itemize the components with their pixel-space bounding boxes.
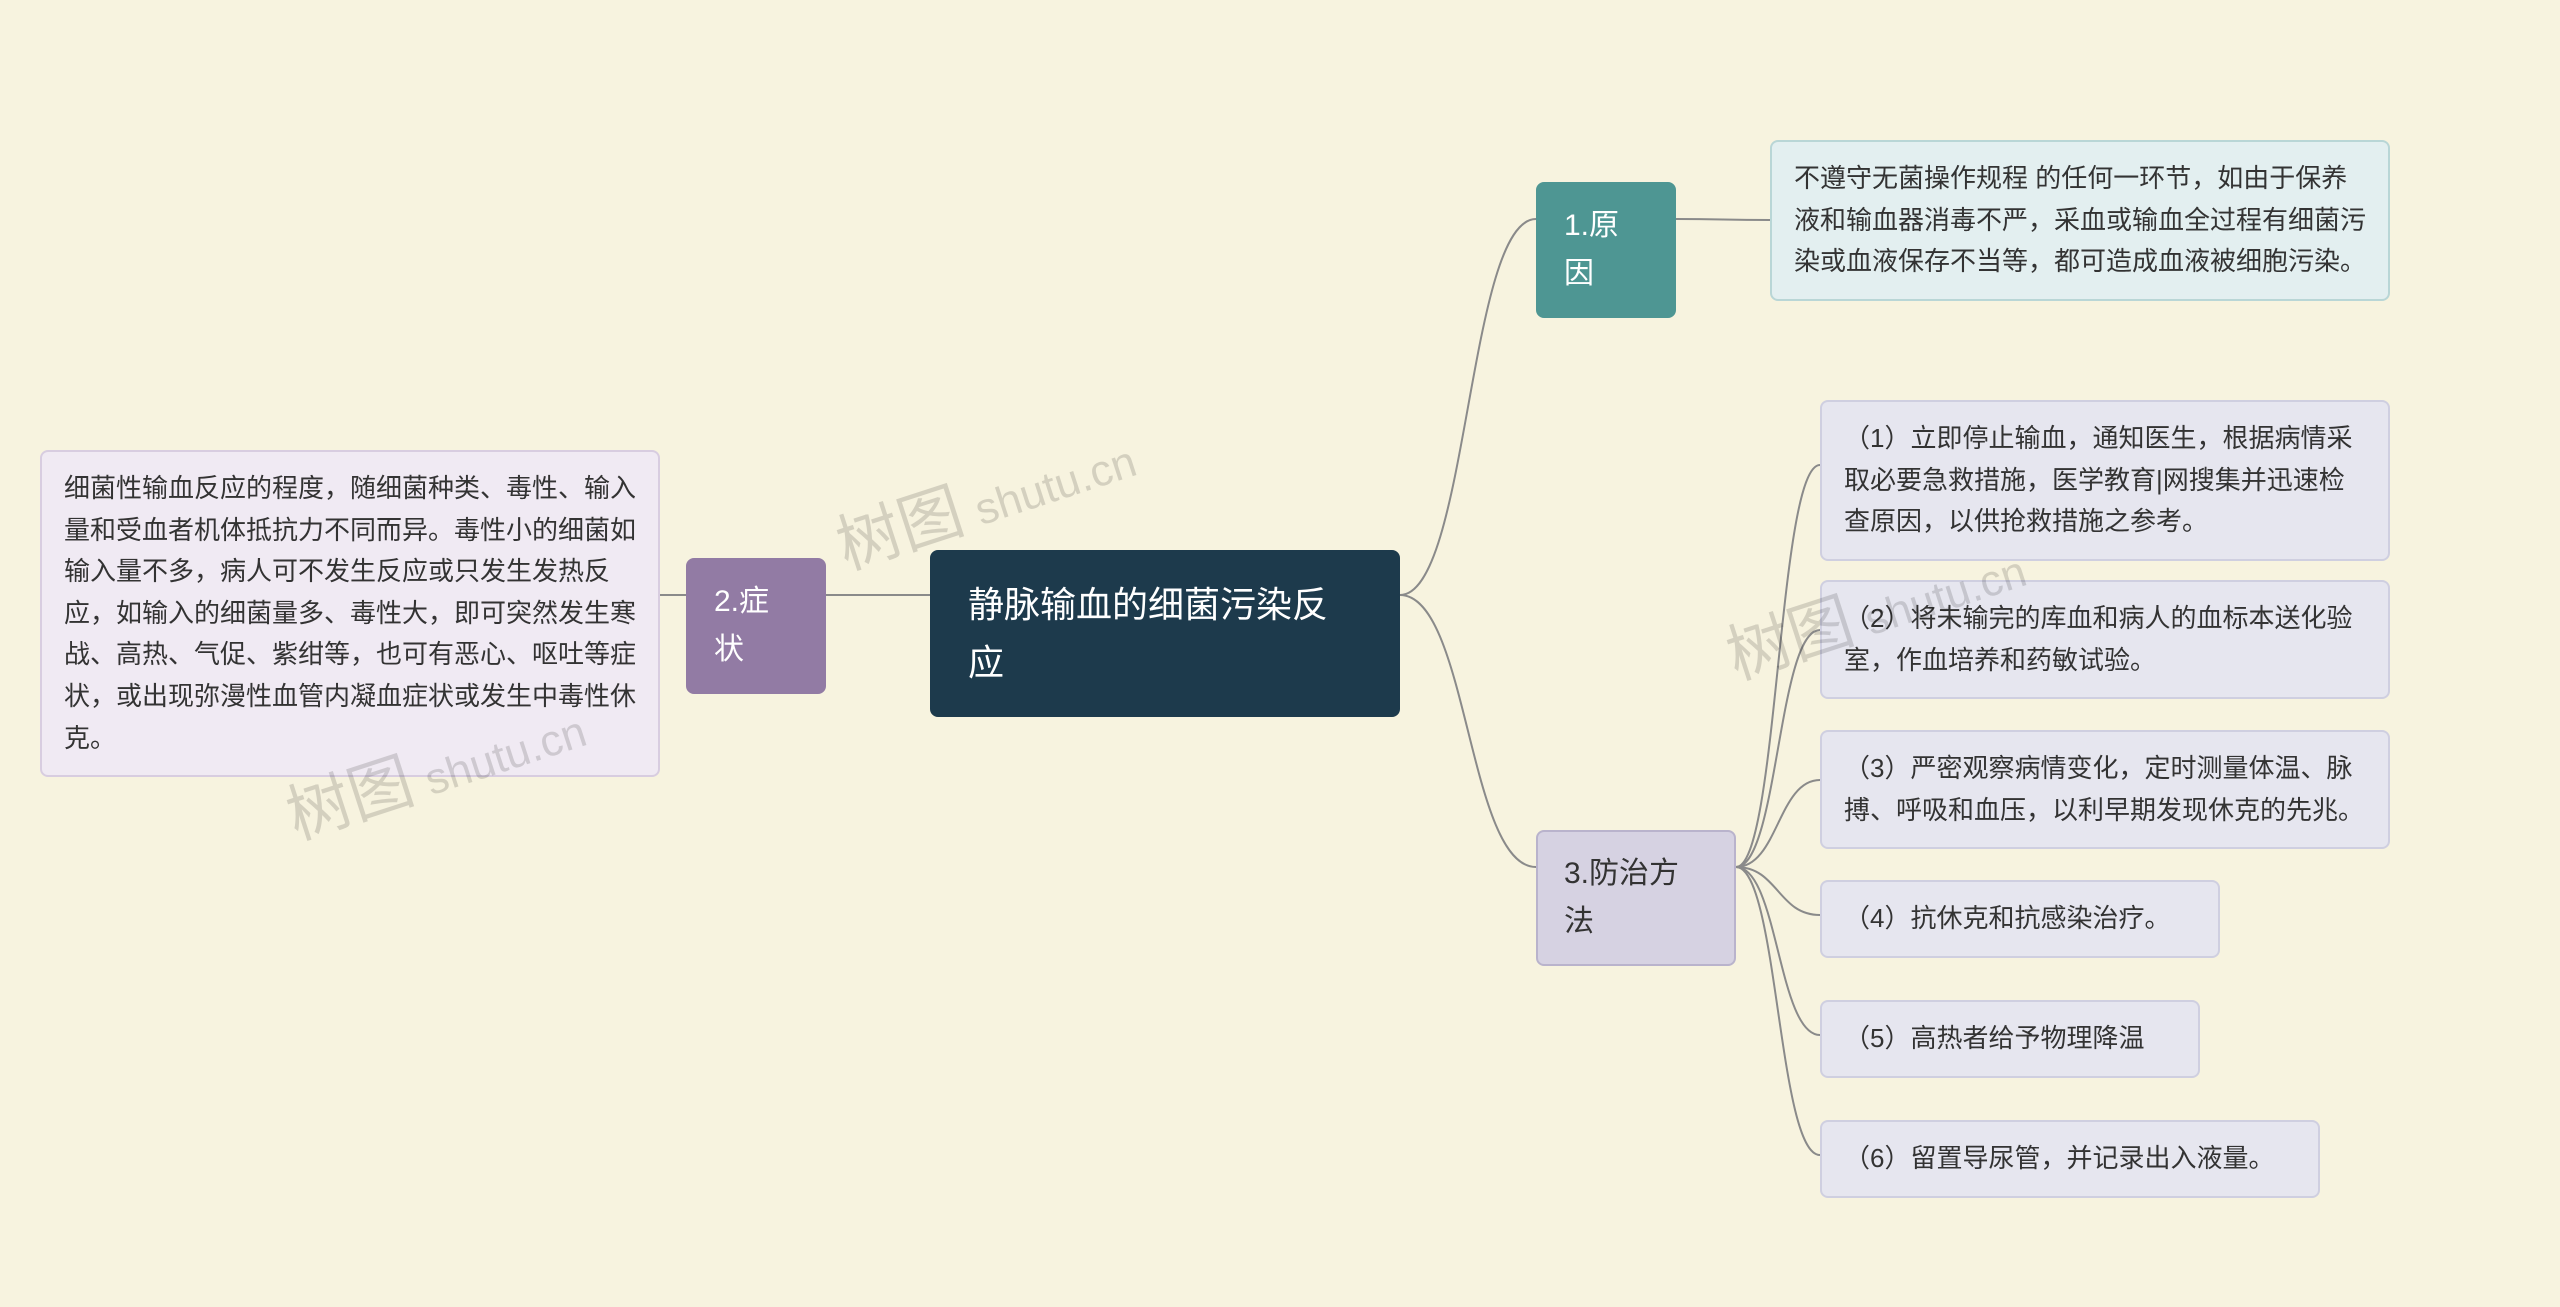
leaf-treatment-0: （1）立即停止输血，通知医生，根据病情采取必要急救措施，医学教育|网搜集并迅速检… bbox=[1820, 400, 2390, 561]
root-node: 静脉输血的细菌污染反应 bbox=[930, 550, 1400, 717]
branch-symptom: 2.症状 bbox=[686, 558, 826, 694]
leaf-treatment-1: （2）将未输完的库血和病人的血标本送化验室，作血培养和药敏试验。 bbox=[1820, 580, 2390, 699]
branch-treatment: 3.防治方法 bbox=[1536, 830, 1736, 966]
leaf-treatment-3: （4）抗休克和抗感染治疗。 bbox=[1820, 880, 2220, 958]
branch-cause: 1.原因 bbox=[1536, 182, 1676, 318]
leaf-treatment-5: （6）留置导尿管，并记录出入液量。 bbox=[1820, 1120, 2320, 1198]
leaf-treatment-2: （3）严密观察病情变化，定时测量体温、脉搏、呼吸和血压，以利早期发现休克的先兆。 bbox=[1820, 730, 2390, 849]
leaf-symptom-0: 细菌性输血反应的程度，随细菌种类、毒性、输入量和受血者机体抵抗力不同而异。毒性小… bbox=[40, 450, 660, 777]
leaf-treatment-4: （5）高热者给予物理降温 bbox=[1820, 1000, 2200, 1078]
leaf-cause-0: 不遵守无菌操作规程 的任何一环节，如由于保养液和输血器消毒不严，采血或输血全过程… bbox=[1770, 140, 2390, 301]
